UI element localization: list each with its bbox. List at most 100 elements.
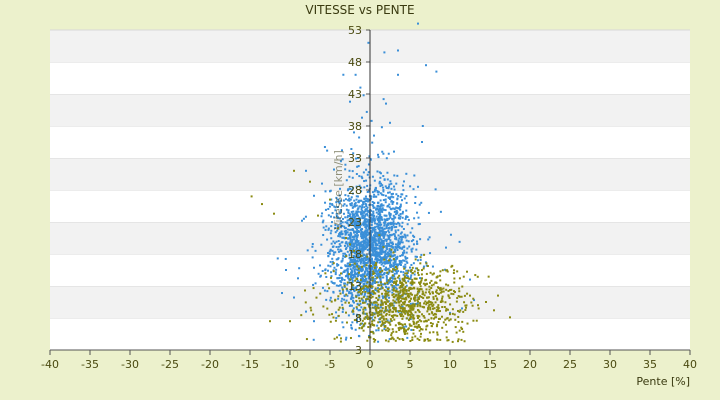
scatter-point (352, 307, 355, 310)
scatter-point (352, 152, 355, 155)
scatter-point (349, 261, 352, 264)
scatter-point (356, 234, 359, 237)
scatter-point (461, 307, 463, 310)
scatter-point (428, 331, 431, 334)
scatter-point (445, 309, 448, 312)
scatter-point (365, 298, 368, 301)
scatter-point (371, 200, 374, 203)
scatter-point (412, 322, 415, 325)
scatter-point (454, 318, 457, 321)
scatter-point (396, 211, 399, 214)
scatter-point (374, 258, 377, 261)
scatter-point (349, 263, 352, 266)
scatter-point (366, 314, 369, 317)
scatter-point (375, 301, 378, 304)
scatter-point (394, 213, 397, 216)
scatter-point (376, 324, 379, 327)
scatter-point (383, 178, 386, 181)
scatter-point (363, 216, 366, 219)
scatter-point (367, 277, 370, 280)
scatter-point (402, 189, 405, 192)
scatter-point (391, 316, 394, 319)
scatter-point (356, 217, 359, 220)
scatter-point (362, 234, 365, 237)
scatter-point (394, 324, 397, 327)
scatter-point (390, 234, 393, 237)
scatter-point (327, 214, 330, 217)
scatter-point (328, 287, 331, 290)
scatter-point (338, 274, 341, 277)
scatter-point (387, 185, 390, 188)
scatter-point (375, 252, 378, 255)
scatter-point (361, 245, 364, 248)
scatter-point (472, 297, 475, 300)
scatter-point (359, 241, 362, 244)
scatter-point (344, 248, 347, 251)
scatter-point (397, 283, 400, 286)
scatter-point (373, 262, 376, 265)
scatter-point (429, 322, 432, 325)
scatter-point (389, 255, 392, 258)
scatter-point (319, 292, 322, 295)
scatter-point (461, 285, 464, 288)
scatter-point (421, 313, 424, 316)
scatter-point (384, 194, 387, 197)
scatter-point (340, 272, 343, 275)
scatter-point (386, 251, 389, 254)
scatter-point (399, 326, 402, 329)
scatter-point (343, 270, 346, 273)
scatter-point (360, 269, 363, 272)
y-tick-label: 28 (348, 184, 362, 197)
scatter-point (360, 237, 363, 240)
scatter-point (403, 292, 406, 295)
scatter-point (376, 235, 379, 238)
scatter-point (352, 258, 355, 261)
scatter-point (385, 244, 388, 247)
scatter-point (364, 195, 367, 198)
scatter-point (356, 321, 359, 324)
scatter-point (419, 281, 422, 284)
scatter-point (339, 244, 342, 247)
scatter-point (356, 280, 359, 283)
scatter-point (362, 171, 365, 174)
scatter-point (392, 299, 395, 302)
scatter-point (322, 234, 325, 237)
scatter-point (387, 229, 390, 232)
scatter-point (397, 234, 400, 237)
scatter-point (367, 260, 370, 263)
scatter-point (361, 231, 364, 234)
scatter-point (437, 317, 440, 320)
scatter-point (401, 210, 404, 213)
scatter-point (319, 264, 322, 267)
scatter-point (372, 216, 375, 219)
scatter-point (348, 281, 351, 284)
scatter-point (364, 226, 367, 229)
scatter-point (428, 291, 431, 294)
scatter-point (453, 313, 456, 316)
scatter-point (378, 211, 381, 214)
scatter-point (363, 242, 366, 245)
scatter-point (374, 305, 377, 308)
scatter-point (416, 242, 419, 245)
scatter-point (350, 251, 353, 254)
scatter-point (398, 329, 401, 332)
scatter-point (330, 300, 333, 303)
scatter-point (338, 202, 341, 205)
scatter-point (445, 269, 448, 272)
series-olive-points (250, 169, 511, 343)
scatter-point (395, 209, 398, 212)
scatter-point (353, 252, 356, 255)
scatter-point (363, 317, 366, 320)
scatter-point (363, 306, 366, 309)
scatter-point (392, 214, 395, 217)
scatter-point (385, 227, 388, 230)
scatter-point (359, 252, 362, 255)
scatter-point (384, 214, 387, 217)
scatter-point (402, 227, 405, 230)
scatter-point (331, 249, 334, 252)
scatter-point (402, 292, 405, 295)
scatter-point (367, 219, 370, 222)
scatter-point (379, 317, 382, 320)
scatter-point (374, 277, 377, 280)
scatter-point (431, 265, 434, 268)
